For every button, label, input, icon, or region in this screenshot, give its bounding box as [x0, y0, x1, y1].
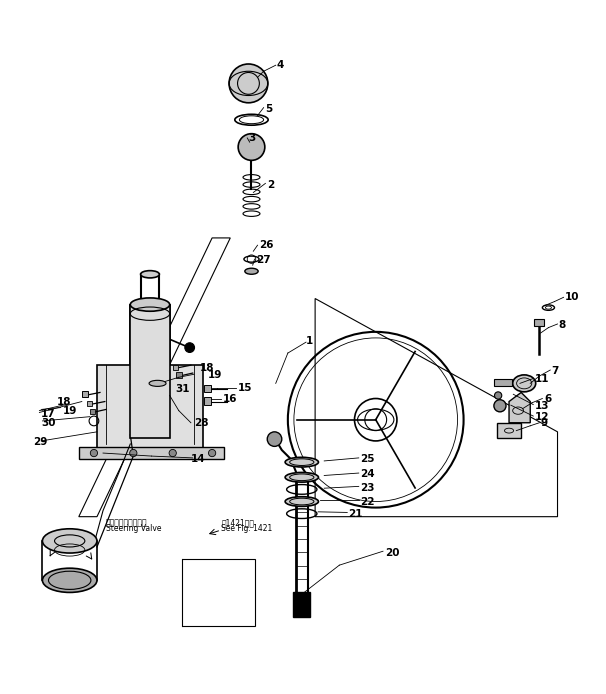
- Bar: [204, 385, 211, 392]
- Ellipse shape: [42, 529, 97, 553]
- Circle shape: [208, 450, 216, 457]
- Text: 17: 17: [41, 409, 56, 418]
- Text: 18: 18: [199, 363, 214, 373]
- Polygon shape: [79, 447, 224, 459]
- Bar: [90, 409, 95, 414]
- Text: 10: 10: [565, 292, 579, 303]
- Text: 9: 9: [541, 418, 548, 428]
- Text: ステアリングバルブ: ステアリングバルブ: [106, 518, 148, 527]
- Ellipse shape: [42, 568, 97, 593]
- Bar: [87, 401, 92, 407]
- Text: 19: 19: [62, 405, 77, 416]
- Text: 図1421参照: 図1421参照: [221, 518, 254, 527]
- Bar: [130, 305, 170, 438]
- Text: 8: 8: [559, 319, 566, 330]
- Circle shape: [130, 450, 137, 457]
- Bar: [176, 373, 182, 378]
- Text: Steering Valve: Steering Valve: [106, 524, 162, 533]
- Bar: [497, 423, 521, 438]
- Text: 28: 28: [194, 418, 208, 428]
- Text: 2: 2: [267, 180, 274, 189]
- Text: 15: 15: [238, 383, 252, 393]
- Text: 18: 18: [56, 396, 71, 407]
- Ellipse shape: [141, 271, 159, 278]
- Ellipse shape: [285, 497, 319, 507]
- Text: See Fig. 1421: See Fig. 1421: [221, 524, 273, 533]
- Text: 4: 4: [277, 60, 284, 70]
- Text: 20: 20: [385, 548, 399, 558]
- Text: 25: 25: [360, 454, 375, 464]
- Text: 22: 22: [360, 496, 375, 507]
- Text: 13: 13: [534, 400, 549, 411]
- Circle shape: [169, 450, 176, 457]
- Text: 30: 30: [41, 418, 56, 428]
- Text: 1: 1: [306, 336, 313, 346]
- Text: 12: 12: [534, 412, 549, 422]
- Circle shape: [494, 392, 502, 399]
- Ellipse shape: [245, 268, 258, 274]
- Text: 23: 23: [360, 482, 375, 493]
- Circle shape: [238, 134, 265, 160]
- Bar: [293, 593, 310, 617]
- Text: 11: 11: [534, 374, 549, 384]
- Bar: [494, 379, 512, 387]
- Circle shape: [494, 400, 506, 412]
- Text: 14: 14: [191, 454, 205, 464]
- Text: 27: 27: [256, 255, 270, 265]
- Ellipse shape: [285, 473, 319, 482]
- Ellipse shape: [513, 375, 536, 392]
- Text: 21: 21: [348, 509, 363, 518]
- Text: 6: 6: [544, 393, 551, 403]
- Text: 19: 19: [208, 371, 222, 380]
- Circle shape: [185, 343, 195, 353]
- Bar: [534, 319, 544, 325]
- Circle shape: [229, 64, 268, 103]
- Text: 7: 7: [551, 366, 559, 375]
- Ellipse shape: [285, 457, 319, 467]
- Polygon shape: [509, 392, 530, 423]
- Bar: [173, 364, 178, 370]
- Text: 5: 5: [265, 104, 273, 114]
- Circle shape: [267, 432, 282, 446]
- Bar: [82, 391, 88, 397]
- Circle shape: [90, 450, 98, 457]
- Ellipse shape: [149, 380, 166, 387]
- Text: 3: 3: [248, 133, 256, 143]
- Ellipse shape: [130, 298, 170, 311]
- Bar: [204, 397, 211, 405]
- Polygon shape: [97, 365, 203, 450]
- Text: 29: 29: [33, 437, 48, 447]
- Text: 31: 31: [176, 384, 190, 394]
- Text: 16: 16: [223, 393, 238, 403]
- Text: 24: 24: [360, 469, 375, 480]
- Text: 26: 26: [259, 240, 273, 251]
